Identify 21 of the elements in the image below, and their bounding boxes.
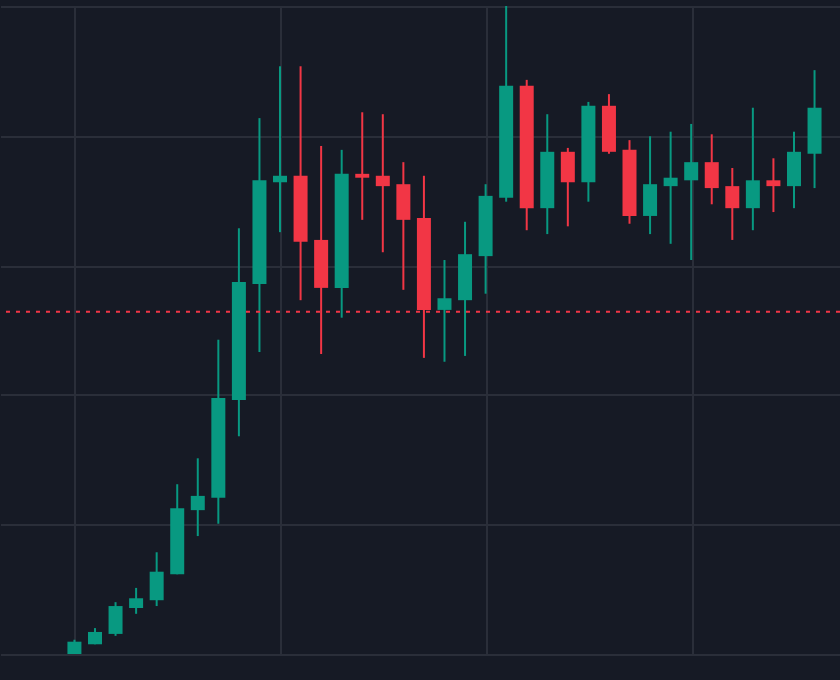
- candlestick: [684, 122, 699, 262]
- candlestick: [355, 111, 370, 221]
- candlestick: [560, 146, 575, 228]
- candlestick: [375, 113, 390, 254]
- candlestick: [601, 93, 616, 155]
- candlestick: [643, 135, 658, 236]
- candlestick: [396, 161, 411, 291]
- candlestick: [725, 167, 740, 241]
- candlestick: [663, 130, 678, 245]
- candlestick: [745, 106, 760, 232]
- candlestick: [437, 259, 452, 363]
- candlestick: [190, 457, 205, 538]
- candlestick: [786, 130, 801, 210]
- candlestick: [807, 69, 822, 190]
- candlestick: [129, 586, 144, 615]
- candlestick: [704, 133, 719, 206]
- candlestick: [766, 157, 781, 214]
- candlestick: [458, 220, 473, 357]
- candlestick: [108, 601, 123, 637]
- candlestick: [149, 551, 164, 608]
- candlestick: [273, 65, 288, 234]
